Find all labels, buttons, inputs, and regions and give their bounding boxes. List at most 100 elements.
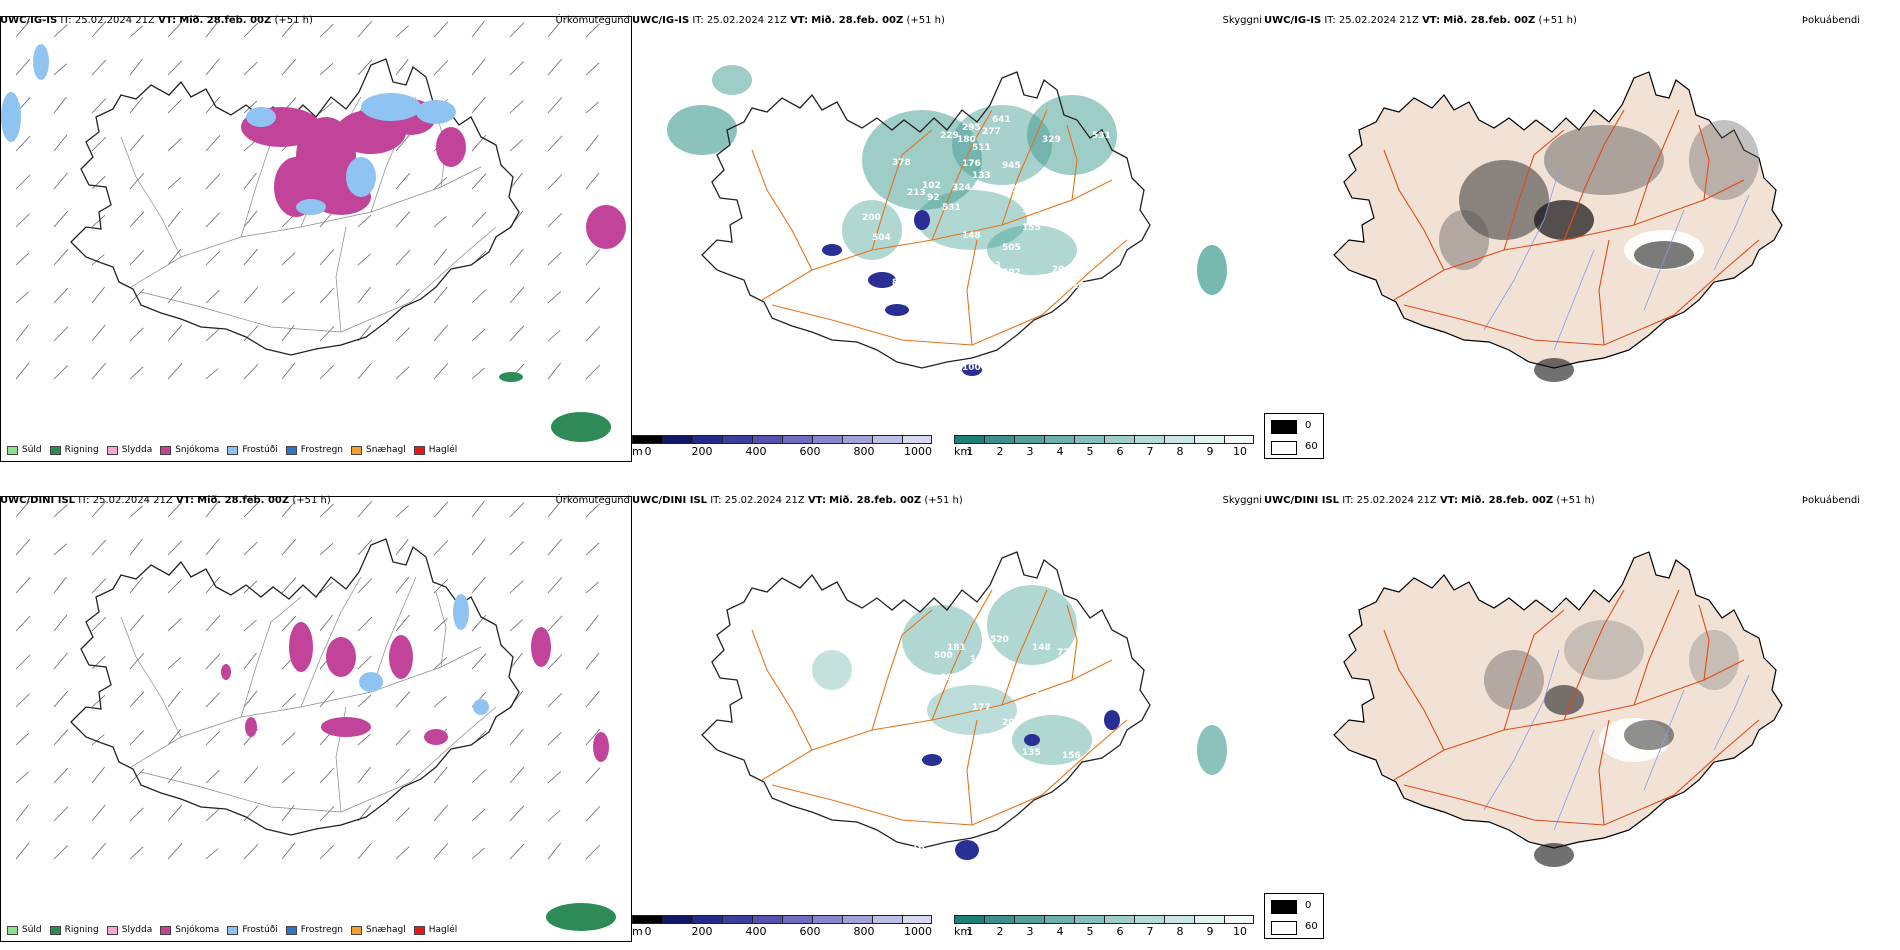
wind-barb: [585, 134, 599, 152]
cloudbase-colorbar: [632, 435, 932, 444]
wind-barb: [281, 577, 297, 594]
low-visibility-area: [987, 225, 1077, 275]
wind-barb: [395, 327, 410, 342]
wind-barb: [433, 177, 448, 190]
low-visibility-area: [712, 65, 752, 95]
colorbar-tick: 0: [644, 445, 652, 458]
colorbar-tick: 7: [1146, 445, 1154, 458]
wind-barb: [91, 734, 105, 746]
wind-barb: [509, 61, 524, 76]
wind-barb: [167, 324, 183, 342]
wind-barb: [433, 804, 448, 822]
visibility-map: 641 295 277 229 180 329 531 511 378 176 133 945 102 3…: [632, 30, 1264, 442]
wind-barb: [319, 543, 334, 556]
colorbar-tick: 5: [1086, 925, 1094, 938]
wind-barb: [53, 652, 68, 670]
wind-barb: [15, 500, 30, 518]
legend-swatch: [351, 925, 363, 935]
wind-barb: [319, 63, 334, 76]
wind-barb: [547, 330, 561, 342]
colorbar-segment: [1134, 435, 1164, 444]
fog-index-area: [1459, 160, 1549, 240]
wind-barb: [167, 21, 183, 38]
wind-barb: [53, 287, 69, 304]
snow-area: [593, 732, 609, 762]
wind-barb: [205, 20, 220, 38]
fog-index-area: [1624, 720, 1674, 750]
colorbar-tick: 4: [1056, 925, 1064, 938]
low-cloud-base-area: [885, 304, 909, 316]
wind-barb: [433, 696, 447, 708]
wind-barb: [395, 614, 410, 632]
colorbar-segment: [1104, 915, 1134, 924]
legend-swatch: [227, 925, 239, 935]
wind-barb: [129, 846, 144, 860]
wind-barb: [53, 504, 68, 518]
precip-panel-bottom: UWC/DINI ISL IT: 25.02.2024 21Z VT: Mið.…: [0, 494, 632, 944]
wind-barb: [471, 769, 486, 784]
wind-barb: [433, 617, 448, 632]
wind-barb: [91, 215, 106, 228]
wind-barb: [15, 693, 30, 708]
colorbar-segment: [872, 915, 902, 924]
cloud-base-label: 945: [1002, 161, 1021, 171]
snow-area: [436, 127, 466, 167]
wind-barb: [129, 96, 144, 114]
wind-barb: [167, 248, 182, 266]
wind-barb: [471, 211, 487, 228]
wind-barb: [167, 690, 181, 708]
model-name: UWC/IG-IS: [632, 15, 690, 26]
vt-label: VT:: [790, 15, 809, 26]
wind-barb: [167, 363, 183, 380]
legend-label: Rigning: [64, 445, 99, 455]
wind-barb: [205, 615, 221, 632]
wind-barb: [433, 324, 448, 342]
wind-barb: [53, 845, 68, 860]
cloud-base-label: 404: [1026, 673, 1045, 683]
visibility-ticks: km 1 2 3 4 5 6 7 8 9 10: [954, 925, 1254, 939]
wind-barb: [15, 615, 31, 632]
wind-barb: [281, 842, 296, 860]
wind-barb: [205, 538, 220, 556]
wind-barb: [547, 615, 563, 632]
fog-index-area: [1689, 120, 1759, 200]
wind-barb: [395, 807, 410, 822]
legend-item: Snæhagl: [351, 445, 406, 455]
wind-barb: [357, 59, 373, 76]
legend-label: Frostúði: [242, 445, 278, 455]
wind-barb: [91, 501, 107, 518]
wind-barb: [53, 172, 68, 190]
wind-barb: [471, 808, 486, 822]
wind-barb: [433, 501, 449, 518]
snow-area: [424, 729, 448, 745]
colorbar-segment: [1194, 435, 1224, 444]
colorbar-segment: [902, 915, 932, 924]
wind-barb: [281, 20, 296, 38]
cloud-base-label: 70: [867, 288, 880, 298]
cloudbase-colorbar: [632, 915, 932, 924]
wind-barb: [357, 842, 372, 860]
wind-barb: [243, 22, 259, 38]
wind-barb: [205, 576, 220, 594]
wind-barb: [547, 213, 563, 228]
wind-barb: [205, 653, 221, 670]
colorbar-unit: m: [632, 445, 643, 458]
wind-barb: [15, 362, 30, 380]
forecast-offset: (+51 h): [274, 15, 313, 26]
colorbar-tick: 800: [853, 925, 875, 938]
colorbar-segment: [1014, 915, 1044, 924]
cloud-base-label: 324: [952, 183, 971, 193]
panel-title: Skyggni: [1222, 15, 1262, 26]
wind-barb: [357, 253, 371, 266]
wind-barb: [471, 538, 486, 556]
cloud-base-label: 20: [1052, 265, 1065, 275]
wind-barb: [129, 807, 144, 822]
wind-barb: [243, 325, 259, 342]
wind-barb: [91, 766, 106, 784]
init-time: 25.02.2024 21Z: [92, 495, 173, 506]
low-visibility-area: [927, 685, 1017, 735]
low-visibility-area: [842, 200, 902, 260]
wind-barb: [243, 580, 258, 594]
wind-barb: [509, 652, 523, 670]
cloud-base-label: 152: [1012, 185, 1031, 195]
